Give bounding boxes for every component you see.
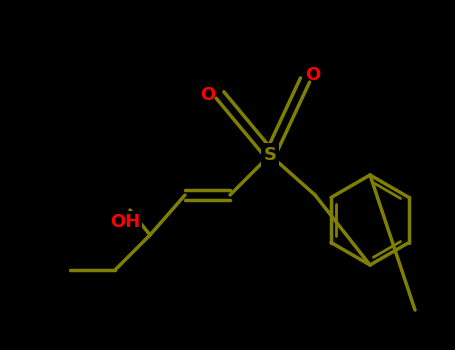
Text: S: S (263, 146, 277, 164)
Text: OH: OH (110, 213, 140, 231)
Text: O: O (305, 66, 321, 84)
Text: O: O (200, 86, 216, 104)
